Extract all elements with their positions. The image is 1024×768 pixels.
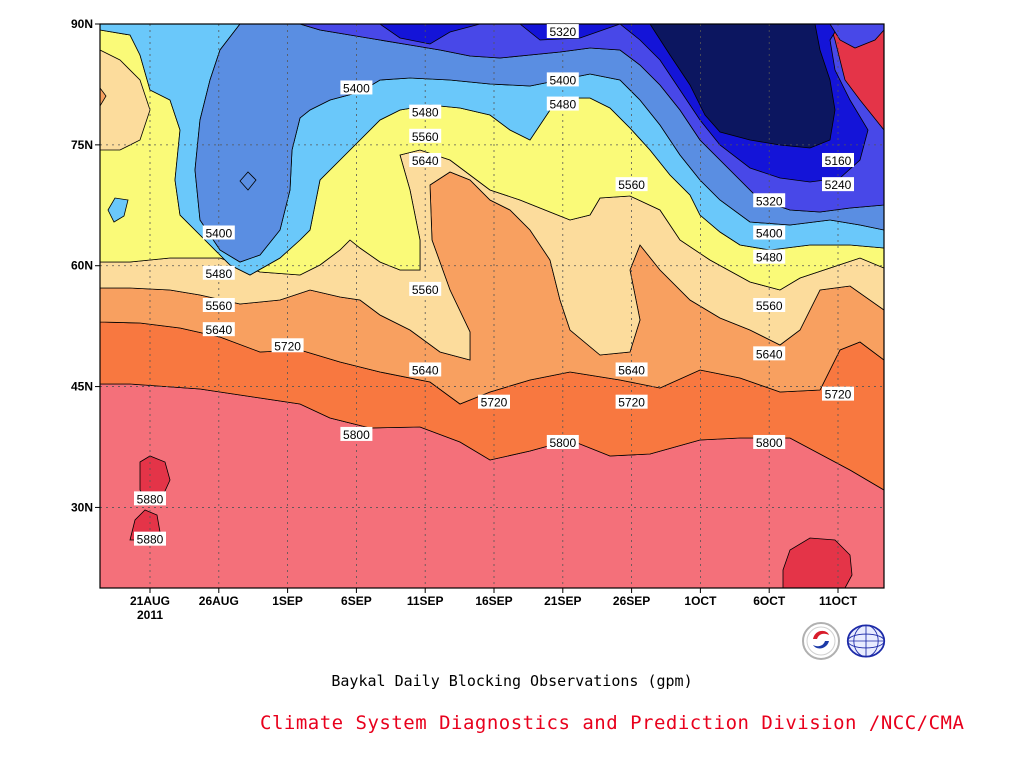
contour-label-text: 5720 xyxy=(481,396,508,410)
contour-label-text: 5480 xyxy=(756,251,783,265)
contour-label-text: 5560 xyxy=(756,299,783,313)
x-tick-label: 21AUG xyxy=(130,594,170,608)
contour-label-20: 5720 xyxy=(271,338,304,353)
x-tick-label: 26AUG xyxy=(199,594,239,608)
contour-label-16: 5560 xyxy=(202,298,235,313)
contour-label-text: 5560 xyxy=(412,283,439,297)
contour-label-text: 5640 xyxy=(412,154,439,168)
y-tick-label: 30N xyxy=(71,500,93,514)
contour-label-text: 5800 xyxy=(549,436,576,450)
high-5880-cell-east xyxy=(782,537,853,588)
contour-label-text: 5320 xyxy=(549,25,576,39)
y-tick-label: 45N xyxy=(71,380,93,394)
contour-label-text: 5480 xyxy=(549,98,576,112)
contour-label-text: 5400 xyxy=(756,226,783,240)
contour-label-8: 5160 xyxy=(822,152,854,168)
contour-label-6: 5640 xyxy=(409,152,442,168)
contour-label-26: 5800 xyxy=(340,426,373,442)
contour-label-text: 5640 xyxy=(756,347,783,361)
high-5560-pocket xyxy=(100,49,151,151)
contour-label-10: 5320 xyxy=(753,193,786,208)
contour-label-13: 5480 xyxy=(202,265,235,281)
chart-title: Baykal Daily Blocking Observations (gpm) xyxy=(331,672,693,690)
y-axis: 30N 45N 60N 75N 90N xyxy=(71,17,100,514)
contour-label-text: 5240 xyxy=(825,178,852,192)
contour-label-29: 5880 xyxy=(134,491,166,506)
x-year-label: 2011 xyxy=(137,608,163,622)
contour-label-text: 5480 xyxy=(412,106,439,120)
contour-label-4: 5480 xyxy=(546,96,579,112)
contour-label-text: 5720 xyxy=(825,388,852,402)
x-tick-label: 1SEP xyxy=(272,594,303,608)
contour-label-text: 5720 xyxy=(618,396,645,410)
ncc-logo xyxy=(846,624,886,658)
contour-label-19: 5640 xyxy=(753,346,786,361)
contour-label-text: 5400 xyxy=(549,73,576,87)
contour-label-7: 5560 xyxy=(615,177,648,192)
fill-5320-north xyxy=(829,24,884,49)
low-5480-pocket xyxy=(107,197,129,223)
contour-labels: 5320 5400 5400 5480 5480 5560 5640 5560 5160 5240… xyxy=(134,24,854,547)
contour-label-text: 5640 xyxy=(618,363,645,377)
x-tick-label: 6SEP xyxy=(341,594,372,608)
contour-label-text: 5400 xyxy=(205,226,232,240)
contour-label-5: 5560 xyxy=(409,128,442,144)
contour-label-15: 5560 xyxy=(409,281,442,297)
contour-label-14: 5480 xyxy=(753,249,786,265)
contour-label-3: 5480 xyxy=(409,104,442,120)
x-tick-label: 21SEP xyxy=(544,594,581,608)
contour-label-text: 5640 xyxy=(205,323,232,337)
contour-label-25: 5720 xyxy=(822,386,854,402)
contour-label-2: 5400 xyxy=(546,72,579,87)
contour-label-text: 5560 xyxy=(412,130,439,144)
contour-label-text: 5880 xyxy=(137,533,164,547)
contour-label-12: 5400 xyxy=(753,225,786,240)
x-tick-label: 11OCT xyxy=(819,594,858,608)
x-tick-label: 11SEP xyxy=(407,594,444,608)
x-tick-label: 16SEP xyxy=(475,594,512,608)
contour-label-text: 5880 xyxy=(137,492,164,506)
contour-label-0: 5320 xyxy=(546,24,579,39)
low-5400-pocket xyxy=(239,171,257,191)
high-5640-pocket xyxy=(100,87,107,107)
contour-label-text: 5400 xyxy=(343,81,370,95)
contour-label-text: 5560 xyxy=(205,299,232,313)
contour-label-28: 5800 xyxy=(753,434,786,450)
y-tick-label: 90N xyxy=(71,17,93,31)
bcc-logo xyxy=(802,622,840,660)
plot-frame xyxy=(99,23,885,589)
y-tick-label: 60N xyxy=(71,259,93,273)
x-tick-label: 6OCT xyxy=(753,594,786,608)
contour-label-23: 5720 xyxy=(478,394,510,410)
contour-label-21: 5640 xyxy=(409,362,442,377)
contour-label-text: 5160 xyxy=(825,154,852,168)
contour-label-18: 5640 xyxy=(202,322,235,337)
contour-label-text: 5720 xyxy=(274,339,301,353)
contour-label-30: 5880 xyxy=(134,531,166,547)
contour-label-17: 5560 xyxy=(753,298,786,313)
x-tick-label: 26SEP xyxy=(613,594,650,608)
x-axis: 21AUG 26AUG 1SEP 6SEP 11SEP 16SEP 21SEP 26SEP 1O… xyxy=(130,588,858,622)
contour-label-1: 5400 xyxy=(340,80,373,95)
contour-chart: 21AUG 26AUG 1SEP 6SEP 11SEP 16SEP 21SEP 26SEP 1O… xyxy=(71,17,885,622)
contour-label-text: 5560 xyxy=(618,178,645,192)
x-tick-label: 1OCT xyxy=(684,594,717,608)
contour-label-9: 5240 xyxy=(822,177,854,192)
credit-line: Climate System Diagnostics and Predictio… xyxy=(260,712,965,734)
y-tick-label: 75N xyxy=(71,138,93,152)
contour-label-27: 5800 xyxy=(546,434,579,450)
contour-label-11: 5400 xyxy=(202,225,235,240)
contour-label-text: 5800 xyxy=(343,428,370,442)
contour-label-text: 5800 xyxy=(756,436,783,450)
contour-label-22: 5640 xyxy=(615,362,648,377)
contour-label-text: 5480 xyxy=(205,267,232,281)
contour-label-text: 5320 xyxy=(756,194,783,208)
fill-5160 xyxy=(649,24,836,149)
contour-label-text: 5640 xyxy=(412,363,439,377)
contour-label-24: 5720 xyxy=(615,394,648,410)
